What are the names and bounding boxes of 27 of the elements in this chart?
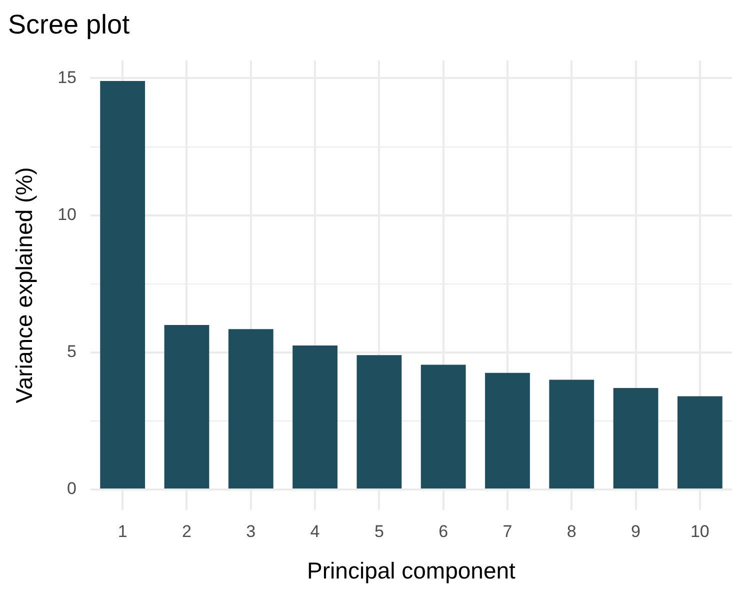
y-tick-label: 15	[58, 68, 77, 87]
bar	[485, 372, 530, 488]
bar	[356, 355, 402, 488]
x-tick-label: 3	[246, 522, 256, 541]
bar	[613, 388, 658, 488]
y-tick-label: 10	[58, 204, 77, 224]
x-tick-label: 9	[631, 522, 641, 541]
x-tick-label: 8	[566, 522, 576, 541]
bar	[228, 329, 274, 488]
bar	[100, 80, 146, 488]
x-tick-label: 2	[182, 522, 192, 541]
y-axis-title: Variance explained (%)	[11, 167, 38, 404]
x-tick-label: 7	[502, 522, 512, 541]
x-tick-label: 10	[690, 522, 710, 541]
x-tick-label: 5	[374, 522, 384, 541]
bar	[292, 346, 338, 488]
bar	[164, 324, 210, 488]
bar	[549, 380, 594, 488]
x-tick-label: 4	[310, 522, 320, 541]
chart-title: Scree plot	[8, 10, 130, 40]
bar	[420, 364, 466, 488]
x-axis-title: Principal component	[307, 558, 516, 584]
x-tick-label: 6	[438, 522, 448, 541]
x-tick-label: 1	[118, 522, 128, 541]
y-tick-label: 5	[67, 342, 77, 362]
y-tick-label: 0	[67, 479, 77, 498]
bar	[677, 396, 722, 488]
